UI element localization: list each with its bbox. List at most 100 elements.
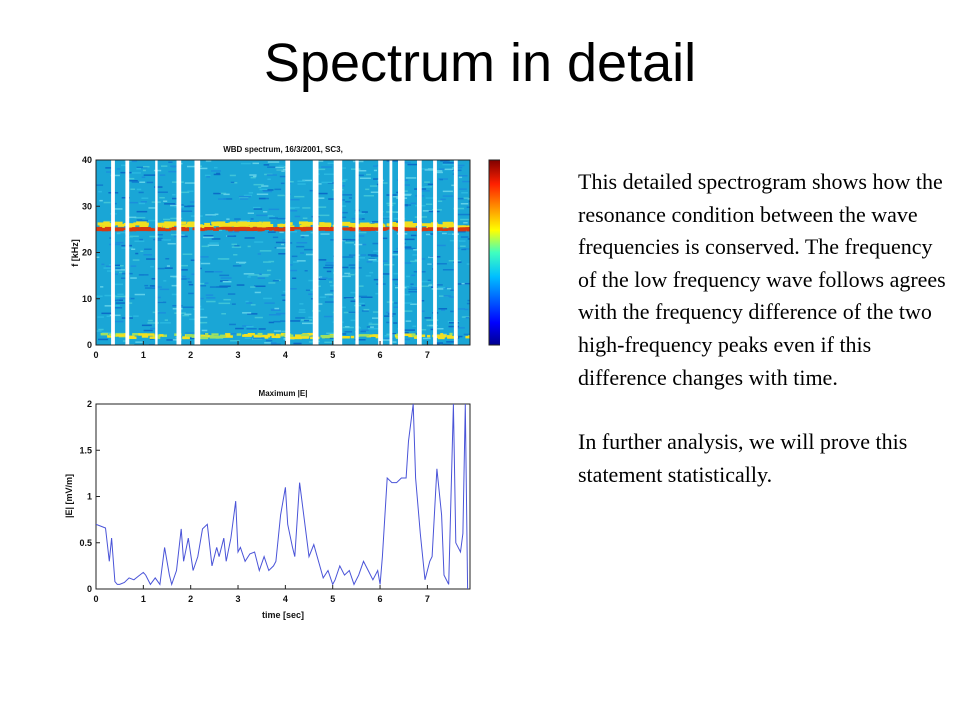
spectrogram-noise-cell [289,181,294,183]
spectrogram-noise-cell [240,198,249,200]
spectrogram-noise-cell [267,231,276,233]
spectrogram-noise-cell [373,178,383,180]
spectrogram-noise-cell [340,194,353,196]
low-frequency-band-cell [264,336,269,339]
spectrogram-noise-cell [370,255,380,257]
spectrogram-noise-cell [320,233,330,235]
spectrogram-noise-cell [318,214,330,217]
spectrogram-noise-cell [392,341,397,343]
spectrogram-noise-cell [271,343,281,345]
spectrogram-noise-cell [319,277,328,279]
spectrogram-noise-cell [309,189,315,192]
spectrogram-noise-cell [117,231,126,234]
spectrogram-data-gap [398,160,405,345]
spectrogram-panel: WBD spectrum, 16/3/2001, SC3, 0 1 2 3 4 5 6 7 0… [70,145,471,360]
spectrogram-noise-cell [229,333,240,335]
spectrogram-noise-cell [268,282,276,284]
resonance-band-glow [315,225,325,229]
spectrogram-noise-cell [106,171,115,173]
spectrogram-noise-cell [141,176,146,178]
spectrogram-noise-cell [234,245,240,247]
low-frequency-band-cell [185,334,195,337]
spectrogram-noise-cell [366,173,371,176]
spectrogram-noise-cell [212,220,223,222]
spectrogram-noise-cell [230,181,235,184]
x-tick-label: 2 [188,350,193,360]
resonance-band-glow [157,224,163,228]
spectrogram-noise-cell [235,327,244,330]
spectrogram-noise-cell [300,234,309,237]
spectrogram-noise-cell [250,286,256,288]
spectrogram-noise-cell [432,284,443,286]
spectrogram-noise-cell [238,195,251,198]
spectrogram-noise-cell [247,212,254,214]
spectrogram-noise-cell [365,188,370,191]
spectrogram-noise-cell [404,331,409,334]
line-plot-y-ticks: 0 0.5 1 1.5 2 [79,399,100,594]
spectrogram-noise-cell [126,302,133,304]
spectrogram-noise-cell [198,297,204,300]
spectrogram-noise-cell [117,293,124,296]
spectrogram-noise-cell [302,217,308,219]
y-tick-label: 30 [82,201,92,211]
spectrogram-noise-cell [421,168,432,170]
spectrogram-noise-cell [214,271,223,273]
spectrogram-noise-cell [403,293,411,296]
spectrogram-noise-cell [182,253,193,255]
spectrogram-noise-cell [297,183,306,185]
spectrogram-noise-cell [422,337,431,340]
spectrogram-noise-cell [106,315,111,317]
spectrogram-noise-cell [143,254,153,256]
resonance-band-glow [256,224,267,228]
resonance-band-glow [340,222,347,226]
spectrogram-noise-cell [213,192,221,195]
spectrogram-noise-cell [105,167,113,169]
spectrogram-noise-cell [442,190,453,193]
spectrogram-noise-cell [308,316,313,318]
spectrogram-noise-cell [386,321,390,324]
spectrogram-noise-cell [298,311,306,313]
spectrogram-noise-cell [109,314,121,317]
spectrogram-noise-cell [171,284,177,287]
resonance-band-cell [441,228,448,231]
resonance-band-cell [96,226,103,230]
resonance-band-cell [300,228,307,232]
low-frequency-band-cell [267,333,275,336]
spectrogram-data-gap [417,160,422,345]
spectrogram-noise-cell [306,253,316,256]
spectrogram-noise-cell [203,235,214,237]
resonance-band-glow [164,221,171,225]
spectrogram-noise-cell [296,245,305,248]
spectrogram-noise-cell [172,197,179,200]
resonance-band-glow [392,221,397,225]
spectrogram-noise-cell [317,259,327,261]
spectrogram-noise-cell [232,265,242,267]
spectrogram-noise-cell [115,269,125,271]
spectrogram-noise-cell [262,189,274,191]
low-frequency-band-cell [465,335,470,339]
spectrogram-noise-cell [206,297,216,299]
x-tick-label: 7 [425,350,430,360]
spectrogram-noise-cell [435,244,446,247]
spectrogram-noise-cell [96,184,104,186]
spectrogram-noise-cell [242,312,252,314]
spectrogram-noise-cell [178,278,187,280]
spectrogram-noise-cell [250,304,256,306]
spectrogram-noise-cell [358,212,365,214]
spectrogram-noise-cell [441,287,451,289]
x-tick-label: 3 [236,350,241,360]
spectrogram-noise-cell [384,264,395,266]
spectrogram-noise-cell [177,264,188,267]
resonance-band-glow [211,221,218,225]
spectrogram-noise-cell [405,320,412,322]
spectrogram-noise-cell [344,326,350,328]
spectrogram-noise-cell [148,219,157,222]
spectrogram-noise-cell [404,338,411,341]
low-frequency-band-cell [369,334,377,337]
spectrogram-noise-cell [272,236,279,239]
spectrogram-noise-cell [144,287,156,289]
y-tick-label: 2 [87,399,92,409]
spectrogram-noise-cell [149,338,154,340]
spectrogram-noise-cell [96,330,102,332]
spectrogram-noise-cell [370,191,383,193]
